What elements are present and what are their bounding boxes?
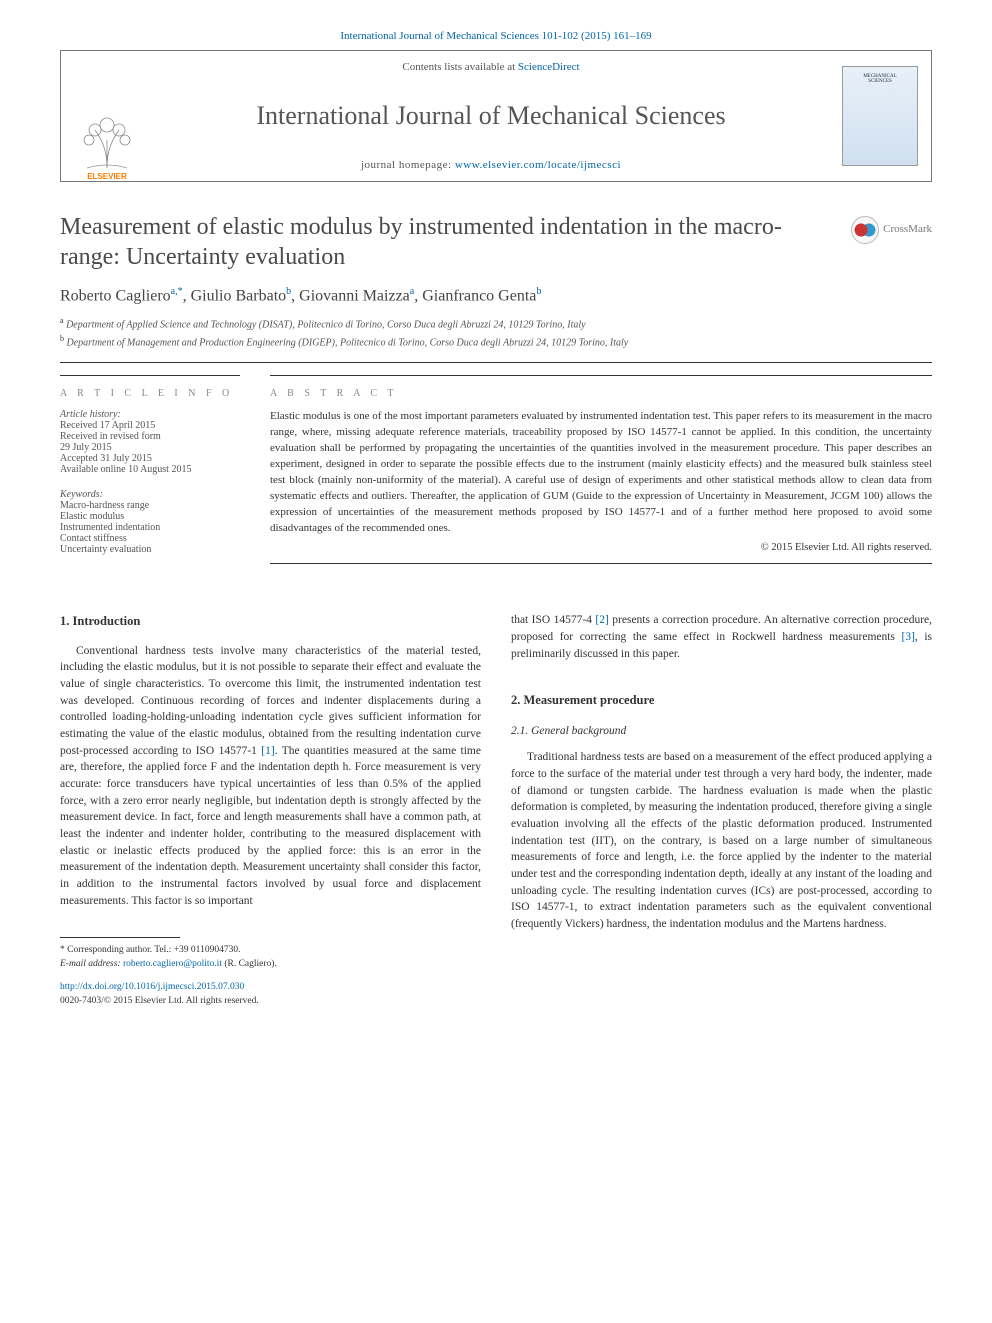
- keyword-3: Contact stiffness: [60, 533, 240, 544]
- author-3-aff: a: [410, 286, 414, 297]
- body-col-right: that ISO 14577-4 [2] presents a correcti…: [511, 612, 932, 1008]
- corr-email-line: E-mail address: roberto.cagliero@polito.…: [60, 958, 481, 971]
- footnote-separator: [60, 937, 180, 938]
- keywords-title: Keywords:: [60, 489, 240, 500]
- footer: http://dx.doi.org/10.1016/j.ijmecsci.201…: [60, 981, 481, 1009]
- affiliation-b-text: Department of Management and Production …: [67, 337, 629, 348]
- body-col-left: 1. Introduction Conventional hardness te…: [60, 612, 481, 1008]
- elsevier-wordmark: ELSEVIER: [87, 172, 127, 180]
- article-title: Measurement of elastic modulus by instru…: [60, 212, 932, 272]
- ref-3-link[interactable]: [3]: [901, 631, 914, 643]
- author-list: Roberto Caglieroa,*, Giulio Barbatob, Gi…: [60, 286, 932, 305]
- masthead-center: Contents lists available at ScienceDirec…: [153, 51, 829, 181]
- p1b: . The quantities measured at the same ti…: [60, 745, 481, 907]
- footnotes: * Corresponding author. Tel.: +39 011090…: [60, 944, 481, 971]
- author-4: Gianfranco Genta: [422, 287, 536, 304]
- history-line-3: Accepted 31 July 2015: [60, 453, 240, 464]
- corresponding-author: * Corresponding author. Tel.: +39 011090…: [60, 944, 481, 957]
- corr-email-link[interactable]: roberto.cagliero@polito.it: [123, 959, 222, 969]
- journal-homepage-link[interactable]: www.elsevier.com/locate/ijmecsci: [455, 159, 621, 171]
- corr-tel: +39 0110904730.: [174, 945, 241, 955]
- contents-prefix: Contents lists available at: [402, 61, 517, 73]
- affiliations: a Department of Applied Science and Tech…: [60, 315, 932, 350]
- section-2-1-heading: 2.1. General background: [511, 723, 932, 740]
- abstract-copyright: © 2015 Elsevier Ltd. All rights reserved…: [270, 542, 932, 553]
- citation-link[interactable]: International Journal of Mechanical Scie…: [340, 30, 651, 42]
- section-1-para: Conventional hardness tests involve many…: [60, 643, 481, 910]
- corr-label: * Corresponding author. Tel.:: [60, 945, 174, 955]
- history-line-0: Received 17 April 2015: [60, 420, 240, 431]
- affiliation-b: b Department of Management and Productio…: [60, 333, 932, 350]
- keyword-1: Elastic modulus: [60, 511, 240, 522]
- history-line-1: Received in revised form: [60, 431, 240, 442]
- crossmark-label: CrossMark: [883, 223, 932, 237]
- cover-label-bottom: SCIENCES: [846, 79, 914, 84]
- p1a: Conventional hardness tests involve many…: [60, 645, 481, 757]
- keyword-4: Uncertainty evaluation: [60, 544, 240, 555]
- affiliation-a-text: Department of Applied Science and Techno…: [66, 320, 586, 331]
- cover-cell: MECHANICAL SCIENCES: [829, 51, 931, 181]
- author-2-aff: b: [286, 286, 291, 297]
- section-1-heading: 1. Introduction: [60, 612, 481, 630]
- sciencedirect-link[interactable]: ScienceDirect: [518, 61, 580, 73]
- keyword-0: Macro-hardness range: [60, 500, 240, 511]
- info-abstract-row: A R T I C L E I N F O Article history: R…: [60, 375, 932, 573]
- email-who: (R. Cagliero).: [222, 959, 277, 969]
- article-info-heading: A R T I C L E I N F O: [60, 388, 240, 399]
- doi-link[interactable]: http://dx.doi.org/10.1016/j.ijmecsci.201…: [60, 982, 244, 992]
- keyword-2: Instrumented indentation: [60, 522, 240, 533]
- section-2-heading: 2. Measurement procedure: [511, 691, 932, 709]
- section-2-1-para: Traditional hardness tests are based on …: [511, 749, 932, 932]
- author-3: Giovanni Maizza: [299, 287, 410, 304]
- author-2: Giulio Barbato: [191, 287, 287, 304]
- rule-below-abstract: [270, 563, 932, 564]
- email-label: E-mail address:: [60, 959, 123, 969]
- crossmark-icon: [851, 216, 879, 244]
- rule-above-info: [60, 362, 932, 363]
- article-title-text: Measurement of elastic modulus by instru…: [60, 214, 782, 270]
- article-info: A R T I C L E I N F O Article history: R…: [60, 375, 240, 573]
- contents-line: Contents lists available at ScienceDirec…: [153, 61, 829, 73]
- abstract: A B S T R A C T Elastic modulus is one o…: [270, 375, 932, 573]
- running-head: International Journal of Mechanical Scie…: [60, 30, 932, 50]
- author-1: Roberto Cagliero: [60, 287, 171, 304]
- abstract-text: Elastic modulus is one of the most impor…: [270, 409, 932, 537]
- homepage-line: journal homepage: www.elsevier.com/locat…: [153, 159, 829, 171]
- history-title: Article history:: [60, 409, 240, 420]
- affiliation-a: a Department of Applied Science and Tech…: [60, 315, 932, 332]
- author-1-aff: a,*: [171, 286, 183, 297]
- ref-2-link[interactable]: [2]: [595, 614, 608, 626]
- elsevier-tree-icon: ELSEVIER: [77, 115, 137, 175]
- body-columns: 1. Introduction Conventional hardness te…: [60, 612, 932, 1008]
- history-line-4: Available online 10 August 2015: [60, 464, 240, 475]
- abstract-heading: A B S T R A C T: [270, 388, 932, 399]
- cont-a: that ISO 14577-4: [511, 614, 595, 626]
- history-line-2: 29 July 2015: [60, 442, 240, 453]
- page: International Journal of Mechanical Scie…: [0, 0, 992, 1048]
- publisher-logo-cell: ELSEVIER: [61, 51, 153, 181]
- issn-copyright: 0020-7403/© 2015 Elsevier Ltd. All right…: [60, 995, 481, 1009]
- homepage-prefix: journal homepage:: [361, 159, 455, 171]
- masthead: ELSEVIER Contents lists available at Sci…: [60, 50, 932, 182]
- ref-1-link[interactable]: [1]: [261, 745, 274, 757]
- section-1-cont: that ISO 14577-4 [2] presents a correcti…: [511, 612, 932, 662]
- author-4-aff: b: [536, 286, 541, 297]
- journal-name: International Journal of Mechanical Scie…: [153, 101, 829, 131]
- crossmark-badge[interactable]: CrossMark: [851, 216, 932, 244]
- journal-cover-icon: MECHANICAL SCIENCES: [842, 66, 918, 166]
